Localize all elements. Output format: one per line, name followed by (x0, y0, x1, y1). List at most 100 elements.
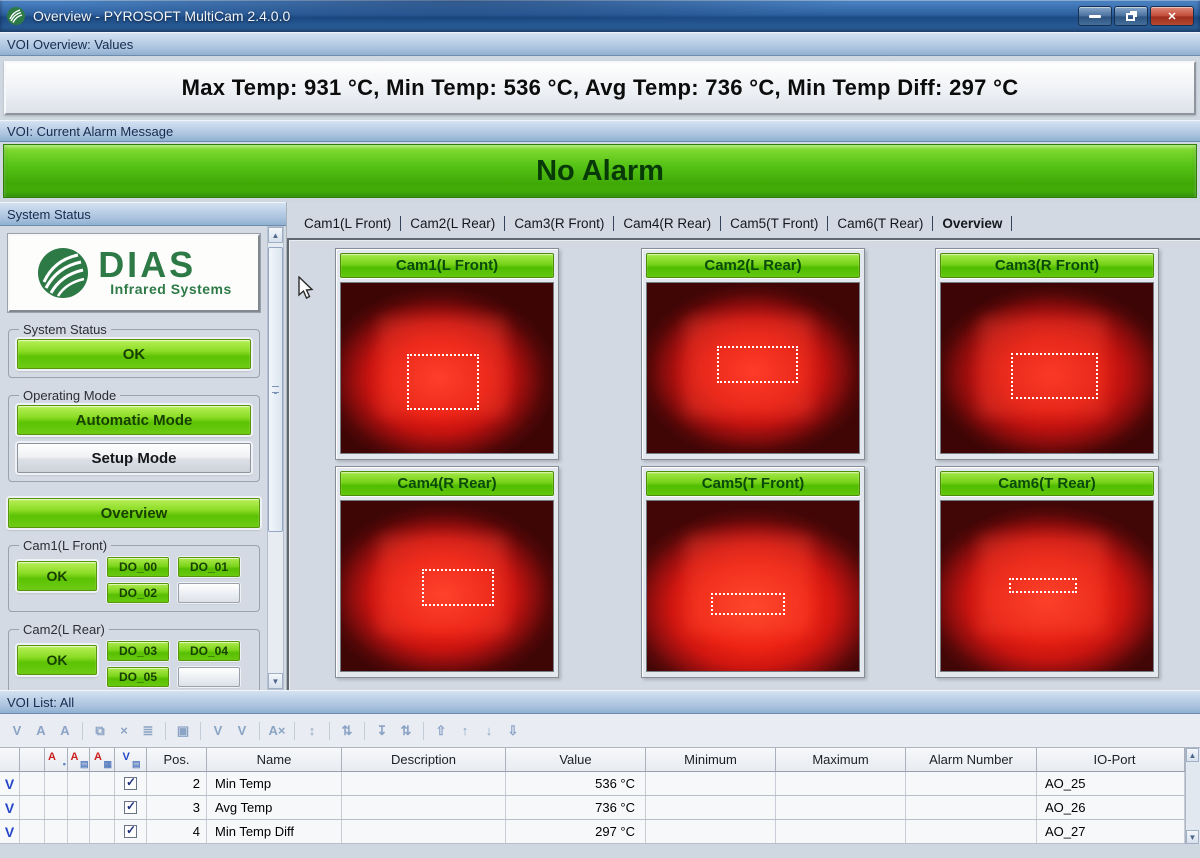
voi-col-v (0, 748, 20, 771)
tab-cam4[interactable]: Cam4(R Rear) (614, 215, 722, 231)
automatic-mode-button[interactable]: Automatic Mode (17, 405, 251, 435)
voi-grid-icon[interactable]: V (237, 723, 247, 738)
alarm-table-icon[interactable]: A ▦ (90, 748, 115, 771)
tab-cam1[interactable]: Cam1(L Front) (295, 215, 402, 231)
cam4-header-button[interactable]: Cam4(R Rear) (340, 471, 554, 496)
col-header-name[interactable]: Name (207, 748, 342, 771)
tab-cam3[interactable]: Cam3(R Front) (505, 215, 615, 231)
restore-button[interactable] (1114, 6, 1148, 26)
sidebar-caption: System Status (0, 202, 286, 226)
camera-panel-cam4: Cam4(R Rear) (335, 466, 559, 678)
table-scroll-up-icon[interactable]: ▲ (1186, 748, 1199, 762)
remove-sort-icon[interactable]: ⇅ (341, 722, 353, 738)
cam1-do02-button[interactable]: DO_02 (107, 583, 169, 603)
row-pos: 3 (147, 796, 207, 819)
table-row[interactable]: V 2 Min Temp 536 °C AO_25 (0, 772, 1200, 796)
tab-overview[interactable]: Overview (933, 215, 1013, 231)
table-row[interactable]: V 4 Min Temp Diff 297 °C AO_27 (0, 820, 1200, 844)
voi-new-icon[interactable]: V (12, 723, 22, 738)
row-description (342, 772, 506, 795)
sidebar-body: DIAS Infrared Systems System Status OK O… (0, 226, 286, 690)
move-top-icon[interactable]: ⇧ (435, 722, 447, 738)
voi-col-blank (20, 748, 45, 771)
row-io-port: AO_27 (1037, 820, 1185, 843)
cam5-header-button[interactable]: Cam5(T Front) (646, 471, 860, 496)
col-header-alarm-number[interactable]: Alarm Number (906, 748, 1037, 771)
tab-cam5[interactable]: Cam5(T Front) (721, 215, 829, 231)
camera-grid-canvas: Cam1(L Front) Cam2(L Rear) Cam3(R Front) (287, 238, 1200, 690)
cam1-do-empty-button[interactable] (178, 583, 240, 603)
dias-tagline-text: Infrared Systems (110, 281, 232, 297)
row-minimum (646, 796, 776, 819)
alarm-page-icon[interactable]: A ▤ (68, 748, 90, 771)
overview-button[interactable]: Overview (8, 498, 260, 528)
sidebar-scrollbar[interactable]: ▲ ▼ (267, 226, 284, 690)
cam3-header-button[interactable]: Cam3(R Front) (940, 253, 1154, 278)
cam2-ok-button[interactable]: OK (17, 645, 97, 675)
cam3-roi-rect (1010, 352, 1098, 399)
cam2-do04-button[interactable]: DO_04 (178, 641, 240, 661)
alarm-status-text: No Alarm (536, 154, 664, 187)
cam2-header-button[interactable]: Cam2(L Rear) (646, 253, 860, 278)
cam6-header-button[interactable]: Cam6(T Rear) (940, 471, 1154, 496)
col-header-maximum[interactable]: Maximum (776, 748, 906, 771)
sidebar-scrollbar-thumb[interactable] (268, 247, 283, 532)
tab-cam2[interactable]: Cam2(L Rear) (401, 215, 506, 231)
cam2-group-label: Cam2(L Rear) (23, 622, 105, 637)
row-visible-checkbox[interactable] (124, 823, 137, 838)
properties-icon[interactable]: ▣ (176, 722, 190, 738)
voi-overview-caption: VOI Overview: Values (0, 32, 1200, 56)
cam1-do00-button[interactable]: DO_00 (107, 557, 169, 577)
voi-check-icon[interactable]: V (213, 723, 223, 738)
cam1-header-button[interactable]: Cam1(L Front) (340, 253, 554, 278)
row-v-marker: V (0, 772, 20, 795)
scroll-up-icon[interactable]: ▲ (268, 227, 283, 243)
cam2-do05-button[interactable]: DO_05 (107, 667, 169, 687)
move-up-icon[interactable]: ↑ (461, 723, 469, 738)
table-row[interactable]: V 3 Avg Temp 736 °C AO_26 (0, 796, 1200, 820)
cam2-do-empty-button[interactable] (178, 667, 240, 687)
scroll-down-icon[interactable]: ▼ (268, 673, 283, 689)
row-maximum (776, 772, 906, 795)
alarm-marker-icon[interactable]: A ▪ (45, 748, 68, 771)
cam5-thermal-image (646, 500, 860, 672)
voi-table-scrollbar[interactable]: ▲ ▼ (1185, 748, 1200, 844)
setup-mode-button[interactable]: Setup Mode (17, 443, 251, 473)
row-visible-checkbox[interactable] (124, 775, 137, 790)
move-icon[interactable]: ↕ (308, 723, 316, 738)
alarm-caption-label: VOI: Current Alarm Message (7, 123, 174, 139)
app-logo-icon (7, 7, 25, 25)
minimize-button[interactable] (1078, 6, 1112, 26)
cam2-do03-button[interactable]: DO_03 (107, 641, 169, 661)
col-header-description[interactable]: Description (342, 748, 506, 771)
cam2-thermal-image (646, 282, 860, 454)
cam6-roi-rect (1008, 577, 1077, 593)
table-scroll-down-icon[interactable]: ▼ (1186, 830, 1199, 844)
voi-visible-icon[interactable]: V ▤ (115, 748, 147, 771)
row-io-port: AO_25 (1037, 772, 1185, 795)
to-bottom-icon[interactable]: ↧ (376, 722, 388, 738)
delete-icon[interactable]: × (120, 723, 128, 738)
split-move-icon[interactable]: ⇅ (400, 722, 412, 738)
cam1-ok-button[interactable]: OK (17, 561, 97, 591)
checklist-icon[interactable]: ≣ (142, 722, 154, 738)
col-header-value[interactable]: Value (506, 748, 646, 771)
col-header-minimum[interactable]: Minimum (646, 748, 776, 771)
copy-icon[interactable]: ⧉ (95, 722, 105, 738)
tab-cam6[interactable]: Cam6(T Rear) (828, 215, 934, 231)
col-header-io-port[interactable]: IO-Port (1037, 748, 1185, 771)
alarm-clear-icon[interactable]: A× (268, 723, 286, 738)
cam1-do01-button[interactable]: DO_01 (178, 557, 240, 577)
alarm-edit-icon[interactable]: A (60, 723, 70, 738)
system-status-ok-button[interactable]: OK (17, 339, 251, 369)
move-bottom-icon[interactable]: ⇩ (507, 722, 519, 738)
row-visible-checkbox[interactable] (124, 799, 137, 814)
scroll-grip-icon (272, 386, 279, 393)
row-alarm-number (906, 820, 1037, 843)
col-header-pos[interactable]: Pos. (147, 748, 207, 771)
alarm-new-icon[interactable]: A (36, 723, 46, 738)
row-v-marker: V (0, 820, 20, 843)
alarm-banner-area: No Alarm (0, 142, 1200, 202)
move-down-icon[interactable]: ↓ (485, 723, 493, 738)
close-button[interactable]: ✕ (1150, 6, 1194, 26)
